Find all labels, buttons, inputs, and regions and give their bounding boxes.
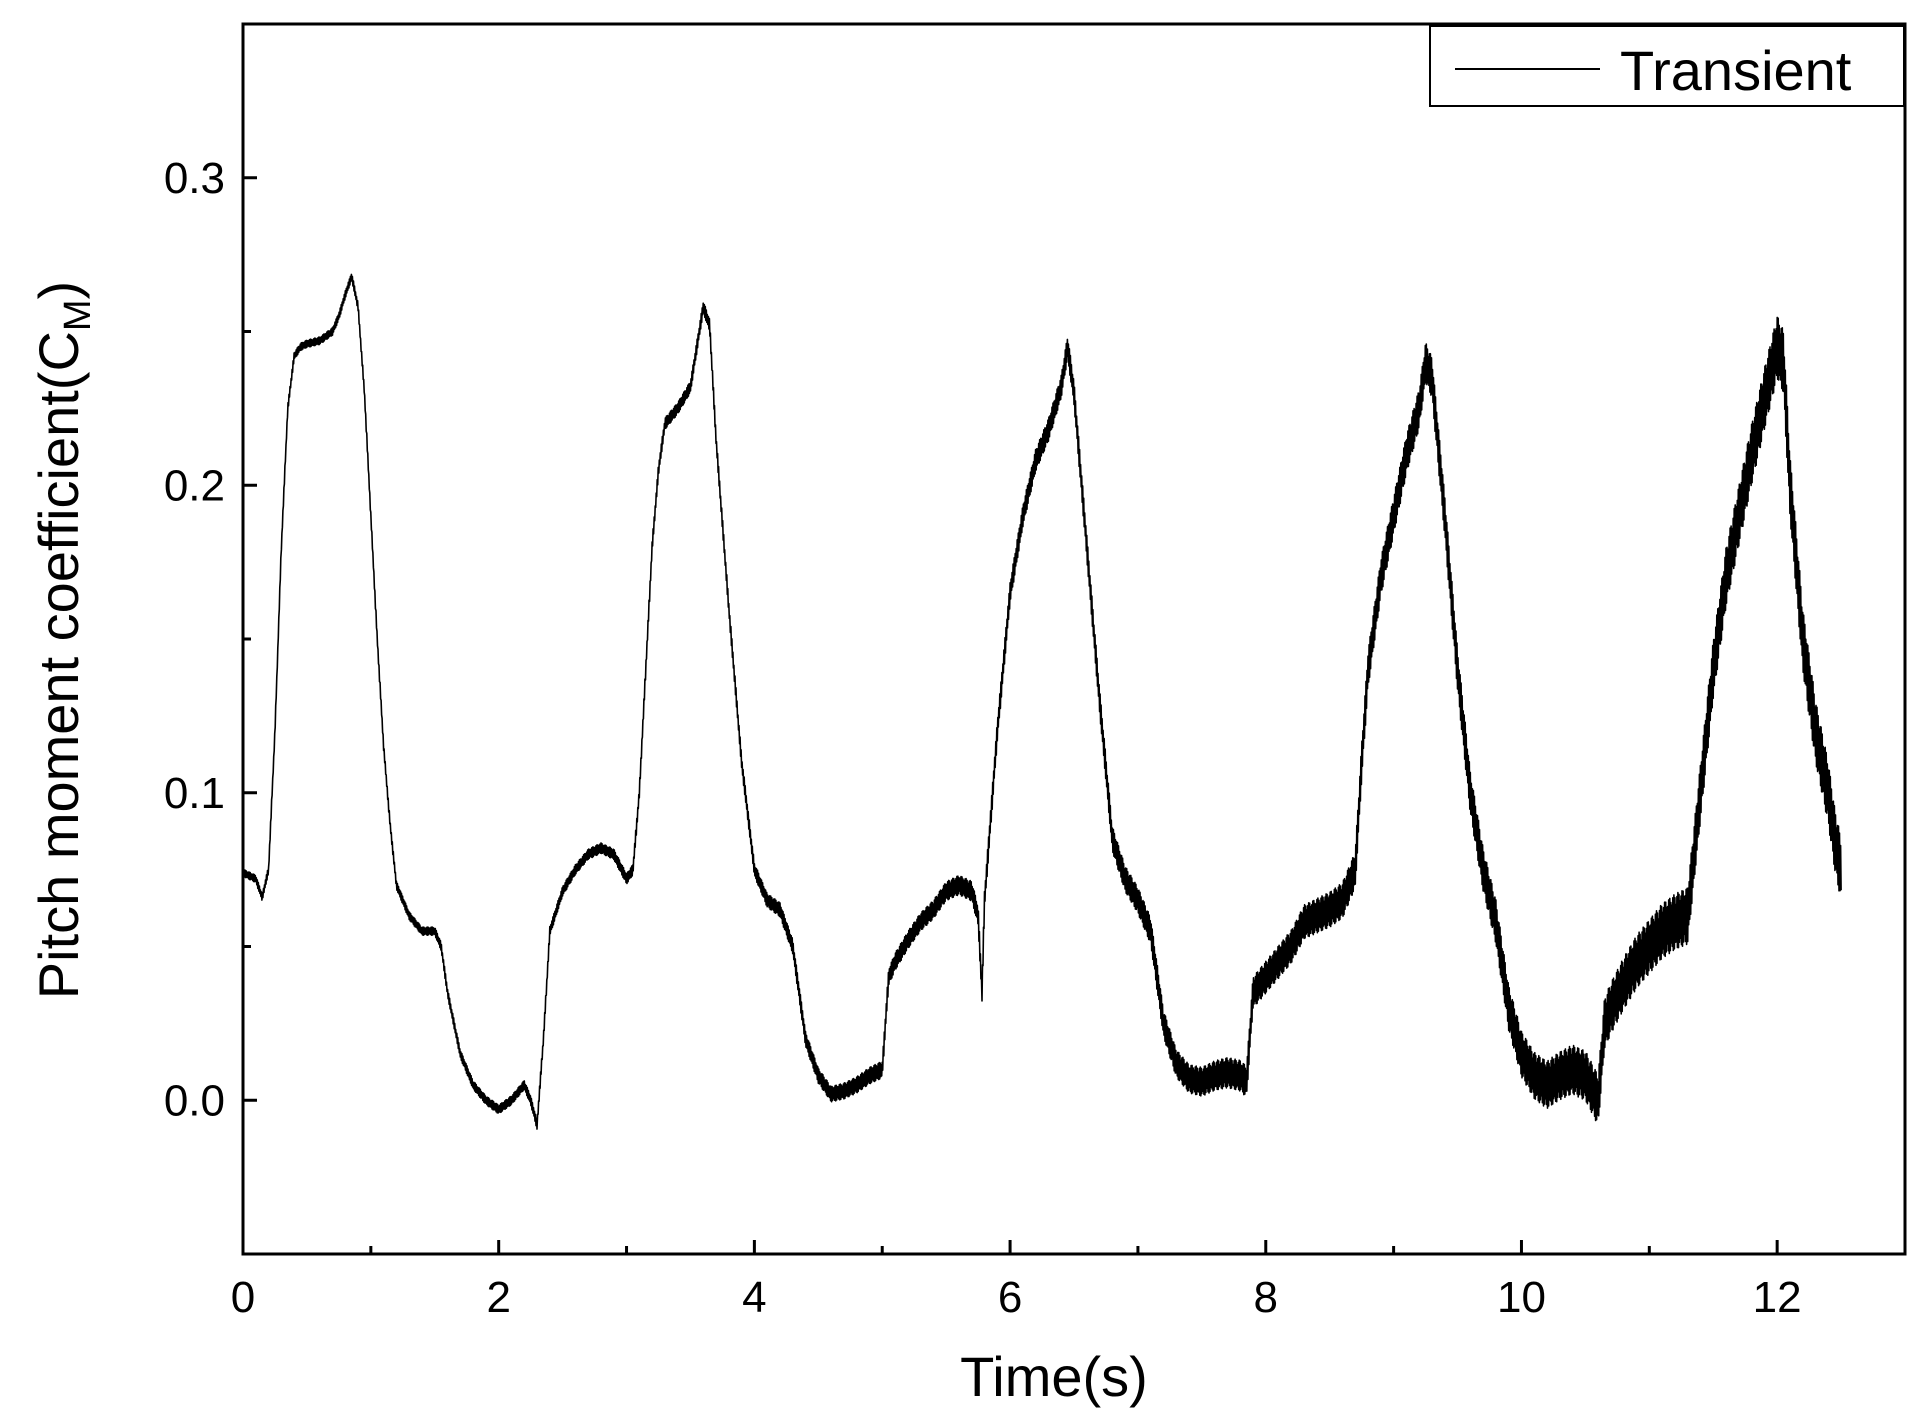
y-axis-title: Pitch moment coefficient(CM) bbox=[27, 281, 99, 999]
y-axis-title-close: ) bbox=[27, 281, 90, 300]
ticks-layer bbox=[241, 22, 1907, 1256]
x-tick-label: 10 bbox=[1497, 1273, 1546, 1322]
legend-box bbox=[1429, 25, 1905, 107]
y-tick-label: 0.1 bbox=[164, 769, 225, 818]
x-axis-title: Time(s) bbox=[960, 1345, 1148, 1408]
x-tick-label: 6 bbox=[998, 1273, 1022, 1322]
tick-labels-layer: 0 2 4 6 8 10 12 0.0 0.1 0.2 0.3 bbox=[164, 154, 1802, 1322]
y-tick-label: 0.2 bbox=[164, 461, 225, 510]
x-tick-label: 8 bbox=[1254, 1273, 1278, 1322]
legend-label-transient: Transient bbox=[1620, 39, 1852, 102]
x-tick-label: 12 bbox=[1753, 1273, 1802, 1322]
x-tick-label: 4 bbox=[742, 1273, 766, 1322]
y-tick-label: 0.3 bbox=[164, 154, 225, 203]
y-axis-title-main: Pitch moment coefficient(C bbox=[27, 331, 90, 999]
x-tick-label: 2 bbox=[486, 1273, 510, 1322]
legend: Transient bbox=[1429, 25, 1905, 107]
x-tick-label: 0 bbox=[231, 1273, 255, 1322]
y-tick-label: 0.0 bbox=[164, 1076, 225, 1125]
plot-area bbox=[241, 22, 1907, 1256]
svg-text:Pitch moment coefficient(CM): Pitch moment coefficient(CM) bbox=[27, 281, 99, 999]
series-line-transient bbox=[242, 273, 1842, 1130]
y-axis-title-subscript: M bbox=[57, 299, 99, 331]
